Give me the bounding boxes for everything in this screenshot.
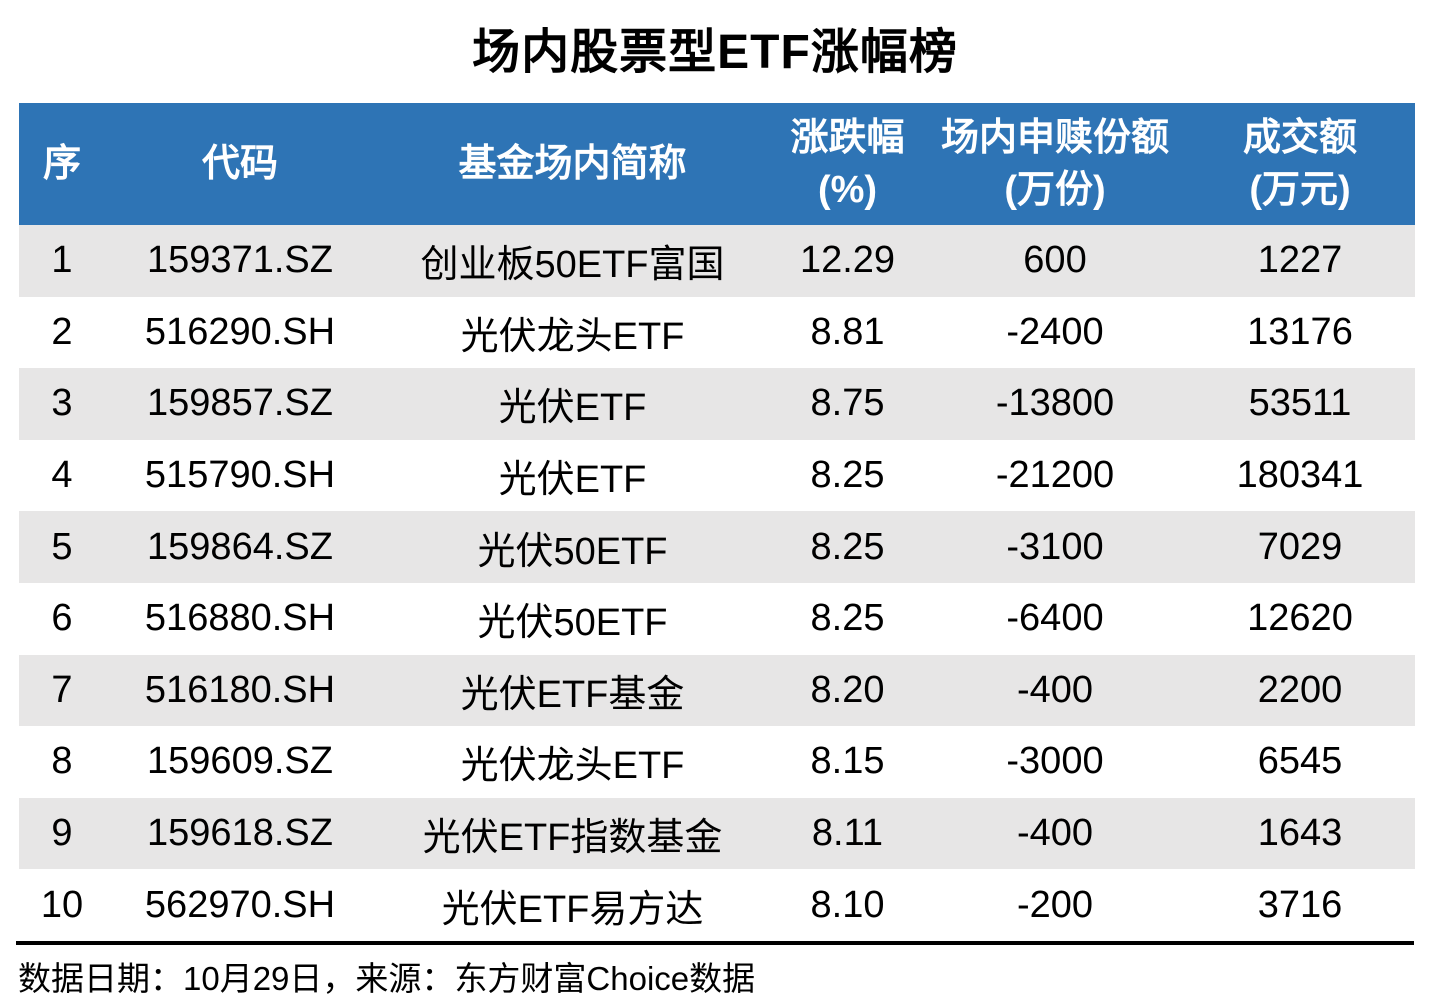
table-cell: -200 — [1016, 883, 1094, 926]
table-row: 2 516290.SH 光伏龙头ETF 8.81 -2400 13176 — [19, 296, 1415, 369]
column-header-label: 成交额 — [1242, 116, 1357, 159]
table-cell: 600 — [1023, 239, 1087, 282]
column-header-change-pct: 涨跌幅 (%) — [770, 103, 925, 225]
table-cell: 光伏ETF — [498, 459, 647, 502]
table-cell: 180341 — [1236, 454, 1364, 497]
table-cell: 8.20 — [810, 668, 885, 711]
table-cell: 2 — [51, 310, 73, 353]
table-cell: -400 — [1016, 668, 1094, 711]
table-cell: 8.25 — [810, 597, 885, 640]
data-source-note: 数据日期：10月29日，来源：东方财富Choice数据 — [18, 960, 756, 997]
table-cell: 光伏50ETF — [477, 602, 668, 645]
column-header-rank: 序 — [19, 103, 105, 225]
table-cell: 光伏龙头ETF — [460, 315, 685, 358]
table-cell: 515790.SH — [144, 454, 336, 497]
page-title: 场内股票型ETF涨幅榜 — [472, 26, 958, 79]
table-row: 7 516180.SH 光伏ETF基金 8.20 -400 2200 — [19, 654, 1415, 727]
table-row: 8 159609.SZ 光伏龙头ETF 8.15 -3000 6545 — [19, 726, 1415, 798]
column-header-redemption-shares: 场内申赎份额 (万份) — [925, 103, 1185, 225]
column-header-turnover: 成交额 (万元) — [1185, 103, 1415, 225]
table-cell: 516180.SH — [144, 668, 336, 711]
table-cell: 516880.SH — [144, 597, 336, 640]
table-cell: 516290.SH — [144, 310, 336, 353]
table-row: 10 562970.SH 光伏ETF易方达 8.10 -200 3716 — [19, 869, 1415, 941]
column-header-unit: (%) — [817, 169, 878, 211]
table-cell: -3100 — [1006, 525, 1104, 568]
table-cell: 9 — [51, 812, 73, 855]
table-cell: 7029 — [1257, 525, 1343, 568]
table-cell: -2400 — [1006, 310, 1104, 353]
table-cell: 12620 — [1247, 597, 1353, 640]
table-cell: 8.25 — [810, 454, 885, 497]
table-cell: 光伏ETF易方达 — [441, 888, 704, 931]
table-cell: 1643 — [1257, 812, 1343, 855]
table-cell: 4 — [51, 454, 73, 497]
etf-table: 序 代码 基金场内简称 涨跌幅 (%) 场内申赎份额 (万份) 成交额 (万元)… — [19, 103, 1415, 941]
table-row: 9 159618.SZ 光伏ETF指数基金 8.11 -400 1643 — [19, 797, 1415, 870]
table-cell: 6545 — [1257, 740, 1343, 783]
table-cell: 7 — [51, 668, 73, 711]
column-header-code: 代码 — [105, 103, 375, 225]
table-row: 4 515790.SH 光伏ETF 8.25 -21200 180341 — [19, 439, 1415, 512]
table-cell: 1227 — [1257, 239, 1343, 282]
table-body: 1 159371.SZ 创业板50ETF富国 12.29 600 1227 2 516290.… — [19, 225, 1415, 941]
table-cell: 159864.SZ — [147, 525, 333, 568]
table-cell: 创业板50ETF富国 — [420, 244, 725, 287]
column-header-unit: (万份) — [1004, 169, 1106, 211]
table-cell: 8.15 — [810, 740, 885, 783]
table-cell: 8.11 — [811, 812, 884, 855]
table-row: 3 159857.SZ 光伏ETF 8.75 -13800 53511 — [19, 368, 1415, 440]
table-cell: 8.25 — [810, 525, 885, 568]
table-cell: 562970.SH — [144, 883, 336, 926]
column-header-label: 序 — [42, 142, 81, 185]
table-cell: 8.75 — [810, 382, 885, 425]
column-header-label: 基金场内简称 — [458, 142, 687, 185]
table-cell: 12.29 — [799, 239, 896, 282]
table-cell: 光伏50ETF — [477, 530, 668, 573]
table-header-row: 序 代码 基金场内简称 涨跌幅 (%) 场内申赎份额 (万份) 成交额 (万元) — [19, 103, 1415, 225]
table-cell: 3716 — [1257, 883, 1343, 926]
table-cell: 13176 — [1247, 310, 1353, 353]
table-cell: 8 — [51, 740, 73, 783]
table-cell: -3000 — [1006, 740, 1104, 783]
table-cell: 8.10 — [810, 883, 885, 926]
table-cell: 159371.SZ — [147, 239, 333, 282]
table-row: 6 516880.SH 光伏50ETF 8.25 -6400 12620 — [19, 582, 1415, 655]
column-header-label: 涨跌幅 — [790, 116, 905, 159]
table-cell: 光伏龙头ETF — [460, 745, 685, 788]
table-cell: 159857.SZ — [147, 382, 333, 425]
table-cell: 光伏ETF基金 — [460, 673, 685, 716]
column-header-label: 代码 — [201, 142, 278, 185]
table-cell: 8.81 — [810, 310, 885, 353]
table-cell: 159618.SZ — [147, 812, 333, 855]
column-header-label: 场内申赎份额 — [940, 116, 1169, 159]
table-cell: 6 — [51, 597, 73, 640]
table-cell: -13800 — [995, 382, 1115, 425]
table-cell: 2200 — [1257, 668, 1343, 711]
table-cell: 159609.SZ — [147, 740, 333, 783]
table-cell: 3 — [51, 382, 73, 425]
table-cell: 光伏ETF — [498, 387, 647, 430]
table-row: 1 159371.SZ 创业板50ETF富国 12.29 600 1227 — [19, 225, 1415, 297]
column-header-fund-name: 基金场内简称 — [375, 103, 770, 225]
table-cell: 10 — [40, 883, 84, 926]
table-cell: -21200 — [995, 454, 1115, 497]
table-cell: -400 — [1016, 812, 1094, 855]
table-row: 5 159864.SZ 光伏50ETF 8.25 -3100 7029 — [19, 511, 1415, 583]
table-cell: 光伏ETF指数基金 — [422, 817, 723, 860]
column-header-unit: (万元) — [1249, 169, 1351, 211]
table-cell: 5 — [51, 525, 73, 568]
footer-divider-line — [16, 941, 1414, 945]
table-cell: -6400 — [1006, 597, 1104, 640]
table-cell: 1 — [51, 239, 73, 282]
table-cell: 53511 — [1248, 382, 1352, 425]
